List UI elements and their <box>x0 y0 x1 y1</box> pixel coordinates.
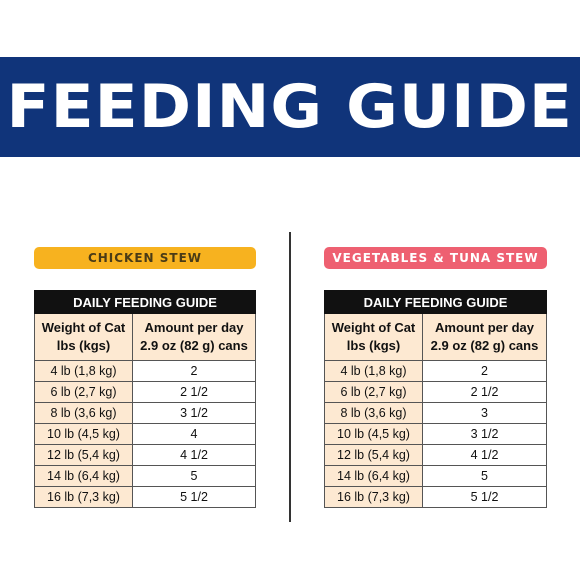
amount-cell: 2 1/2 <box>132 381 256 403</box>
table-row: 4 lb (1,8 kg) 2 <box>324 360 547 382</box>
table-row: 8 lb (3,6 kg) 3 1/2 <box>34 402 256 424</box>
vertical-divider <box>289 232 291 522</box>
weight-cell: 12 lb (5,4 kg) <box>34 444 133 466</box>
tuna-feeding-table: DAILY FEEDING GUIDE Weight of Cat lbs (kg… <box>324 290 547 508</box>
table-row: 4 lb (1,8 kg) 2 <box>34 360 256 382</box>
weight-cell: 4 lb (1,8 kg) <box>324 360 423 382</box>
table-row: 12 lb (5,4 kg) 4 1/2 <box>34 444 256 466</box>
amount-cell: 3 <box>422 402 547 424</box>
table-title: DAILY FEEDING GUIDE <box>324 290 547 314</box>
amount-cell: 3 1/2 <box>422 423 547 445</box>
table-row: 14 lb (6,4 kg) 5 <box>324 465 547 487</box>
table-row: 6 lb (2,7 kg) 2 1/2 <box>34 381 256 403</box>
amount-cell: 5 <box>422 465 547 487</box>
amount-cell: 4 1/2 <box>422 444 547 466</box>
table-row: 10 lb (4,5 kg) 4 <box>34 423 256 445</box>
amount-header: Amount per day 2.9 oz (82 g) cans <box>422 313 547 361</box>
weight-cell: 8 lb (3,6 kg) <box>34 402 133 424</box>
amount-cell: 4 <box>132 423 256 445</box>
amount-cell: 4 1/2 <box>132 444 256 466</box>
weight-cell: 10 lb (4,5 kg) <box>34 423 133 445</box>
weight-cell: 14 lb (6,4 kg) <box>34 465 133 487</box>
weight-cell: 16 lb (7,3 kg) <box>324 486 423 508</box>
weight-cell: 14 lb (6,4 kg) <box>324 465 423 487</box>
chicken-feeding-table: DAILY FEEDING GUIDE Weight of Cat lbs (kg… <box>34 290 256 508</box>
amount-header: Amount per day 2.9 oz (82 g) cans <box>132 313 256 361</box>
weight-cell: 8 lb (3,6 kg) <box>324 402 423 424</box>
table-row: 12 lb (5,4 kg) 4 1/2 <box>324 444 547 466</box>
weight-cell: 12 lb (5,4 kg) <box>324 444 423 466</box>
amount-cell: 5 1/2 <box>422 486 547 508</box>
table-row: 16 lb (7,3 kg) 5 1/2 <box>324 486 547 508</box>
table-row: 8 lb (3,6 kg) 3 <box>324 402 547 424</box>
weight-header: Weight of Cat lbs (kgs) <box>34 313 133 361</box>
tuna-stew-label: VEGETABLES & TUNA STEW <box>324 247 547 269</box>
weight-cell: 6 lb (2,7 kg) <box>324 381 423 403</box>
title-banner: FEEDING GUIDE <box>0 57 580 157</box>
table-title: DAILY FEEDING GUIDE <box>34 290 256 314</box>
weight-cell: 16 lb (7,3 kg) <box>34 486 133 508</box>
weight-cell: 6 lb (2,7 kg) <box>34 381 133 403</box>
table-row: 6 lb (2,7 kg) 2 1/2 <box>324 381 547 403</box>
amount-cell: 3 1/2 <box>132 402 256 424</box>
page-title: FEEDING GUIDE <box>6 72 574 142</box>
table-row: 16 lb (7,3 kg) 5 1/2 <box>34 486 256 508</box>
weight-cell: 10 lb (4,5 kg) <box>324 423 423 445</box>
chicken-stew-label: CHICKEN STEW <box>34 247 256 269</box>
table-row: 14 lb (6,4 kg) 5 <box>34 465 256 487</box>
table-row: 10 lb (4,5 kg) 3 1/2 <box>324 423 547 445</box>
amount-cell: 5 <box>132 465 256 487</box>
amount-cell: 5 1/2 <box>132 486 256 508</box>
weight-header: Weight of Cat lbs (kgs) <box>324 313 423 361</box>
amount-cell: 2 <box>422 360 547 382</box>
amount-cell: 2 1/2 <box>422 381 547 403</box>
amount-cell: 2 <box>132 360 256 382</box>
weight-cell: 4 lb (1,8 kg) <box>34 360 133 382</box>
